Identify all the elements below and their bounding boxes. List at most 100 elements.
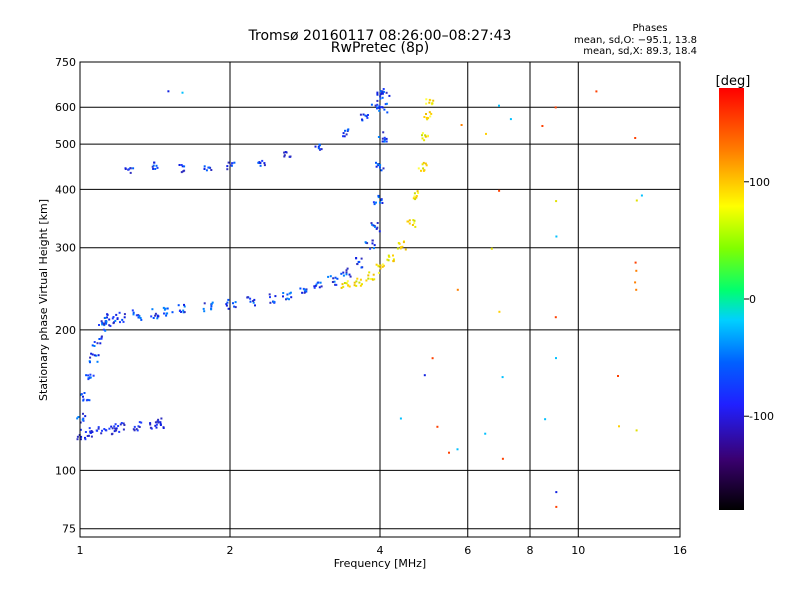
o-mode-point	[318, 286, 321, 289]
o-mode-point	[332, 277, 335, 280]
o-mode-point	[135, 314, 138, 317]
o-mode-upper-point	[227, 161, 230, 164]
o-mode-upper-point	[284, 151, 287, 153]
o-mode-point	[91, 344, 94, 347]
x-axis-label: Frequency [MHz]	[334, 557, 426, 570]
x-mode-point	[399, 246, 402, 249]
o-mode-point	[100, 337, 103, 340]
o-mode-point	[108, 324, 111, 327]
o-mode-point	[379, 93, 382, 96]
x-mode-point	[392, 260, 395, 263]
scatter-point	[640, 194, 643, 197]
o-mode-point	[87, 374, 90, 377]
o-mode-point	[150, 315, 153, 318]
o-mode-point	[378, 230, 381, 233]
o-mode-point	[381, 90, 384, 93]
o-mode-point	[373, 203, 376, 206]
o-mode-point	[210, 302, 213, 305]
o-mode-low-point	[88, 427, 91, 430]
o-mode-point	[97, 354, 100, 357]
o-mode-low-point	[132, 428, 135, 431]
o-mode-point	[180, 310, 182, 313]
o-mode-point	[93, 354, 96, 357]
o-mode-point	[301, 291, 304, 294]
o-mode-upper-point	[347, 128, 350, 131]
x-mode-point	[411, 224, 414, 226]
scatter-point	[555, 235, 558, 238]
o-mode-low-point	[97, 426, 100, 429]
o-mode-low-point	[133, 429, 136, 432]
scatter-point	[399, 417, 402, 420]
scatter-point	[456, 448, 459, 451]
o-mode-upper-point	[376, 103, 379, 106]
x-mode-point	[404, 248, 407, 251]
x-mode-point	[413, 192, 416, 195]
x-tick-label: 6	[464, 544, 471, 557]
x-mode-point	[375, 263, 378, 266]
o-mode-upper-point	[314, 145, 317, 148]
o-mode-low-point	[90, 430, 93, 432]
o-mode-point	[82, 412, 84, 415]
o-mode-point	[380, 169, 383, 172]
o-mode-point	[254, 304, 256, 307]
scatter-point	[509, 118, 512, 121]
x-mode-point	[422, 167, 425, 170]
scatter-point	[555, 357, 557, 360]
x-mode-point	[392, 258, 395, 261]
o-mode-low-point	[160, 417, 163, 420]
colorbar-ticks: 100 0 -100	[744, 176, 774, 423]
o-mode-point	[377, 136, 380, 138]
o-mode-point	[383, 108, 386, 111]
scatter-point	[635, 288, 638, 291]
o-mode-low-point	[87, 434, 90, 437]
o-mode-upper-point	[365, 115, 368, 118]
o-mode-point	[112, 322, 115, 325]
x-mode-point	[359, 284, 362, 287]
o-mode-point	[288, 292, 291, 295]
x-mode-point	[382, 264, 385, 267]
y-tick-label: 500	[55, 138, 76, 151]
o-mode-upper-point	[263, 162, 266, 165]
o-mode-point	[114, 319, 117, 322]
o-mode-upper-point	[320, 148, 323, 151]
o-mode-point	[357, 261, 360, 263]
x-mode-point	[424, 135, 427, 138]
o-mode-point	[154, 314, 157, 317]
x-mode-point	[388, 255, 390, 258]
o-mode-point	[225, 304, 228, 307]
x-mode-point	[406, 220, 409, 223]
x-mode-point	[425, 117, 428, 120]
o-mode-point	[331, 281, 334, 283]
o-mode-point	[360, 257, 363, 260]
x-mode-point	[386, 258, 389, 261]
o-mode-point	[286, 297, 289, 300]
o-mode-point	[376, 163, 379, 166]
o-mode-point	[101, 321, 104, 324]
o-mode-point	[137, 314, 140, 317]
o-mode-point	[386, 111, 389, 114]
o-mode-point	[346, 267, 349, 270]
o-mode-point	[345, 271, 348, 274]
o-mode-point	[164, 307, 167, 310]
o-mode-low-point	[123, 424, 126, 426]
o-mode-low-point	[159, 421, 162, 424]
y-tick-label: 75	[62, 523, 76, 536]
x-mode-point	[355, 284, 358, 287]
o-mode-upper-point	[257, 161, 260, 164]
o-mode-point	[203, 310, 206, 313]
scatter-point	[541, 125, 544, 127]
scatter-point	[555, 200, 558, 203]
o-mode-point	[371, 239, 374, 242]
o-mode-point	[335, 283, 338, 286]
plot-frame	[79, 61, 681, 538]
o-mode-low-point	[114, 423, 117, 426]
o-mode-upper-point	[364, 114, 367, 117]
scatter-point	[555, 505, 558, 508]
o-mode-upper-point	[226, 165, 229, 168]
o-mode-upper-point	[180, 171, 183, 174]
o-mode-upper-point	[127, 168, 130, 171]
o-mode-low-point	[111, 427, 114, 430]
o-mode-low-point	[120, 422, 123, 424]
